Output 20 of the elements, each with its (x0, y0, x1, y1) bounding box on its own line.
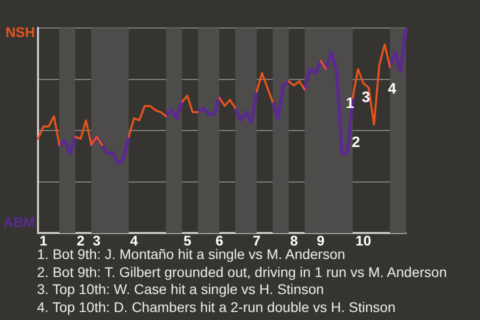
text: 2. Bot 9th: T. Gilbert grounded out, driving in 1 run vs M. Anderson (37, 264, 447, 282)
x-tick-label: 2 (76, 232, 85, 248)
x-tick-label: 1 (39, 232, 48, 248)
x-tick-label: 7 (252, 232, 261, 248)
annotation: 4 (388, 80, 397, 98)
annotation: 3 (362, 88, 370, 106)
x-tick-label: 3 (92, 232, 101, 248)
x-tick-label: 5 (183, 232, 192, 248)
text: 3. Top 10th: W. Case hit a single vs H. Stinson (37, 281, 325, 299)
text: 1. Bot 9th: J. Montaño hit a single vs M. Anderson (37, 246, 346, 262)
x-tick-label: 10 (356, 232, 372, 248)
text: 4. Top 10th: D. Chambers hit a 2-run double vs H. Stinson (37, 298, 396, 316)
annotation: 2 (352, 134, 360, 152)
x-tick-label: 9 (316, 232, 325, 248)
x-tick-label: 6 (215, 232, 224, 248)
text: ABM (3, 214, 35, 230)
x-tick-label: 4 (130, 232, 138, 248)
x-tick-label: 8 (290, 232, 298, 248)
text: NSH (5, 24, 35, 40)
annotation: 1 (346, 95, 354, 112)
